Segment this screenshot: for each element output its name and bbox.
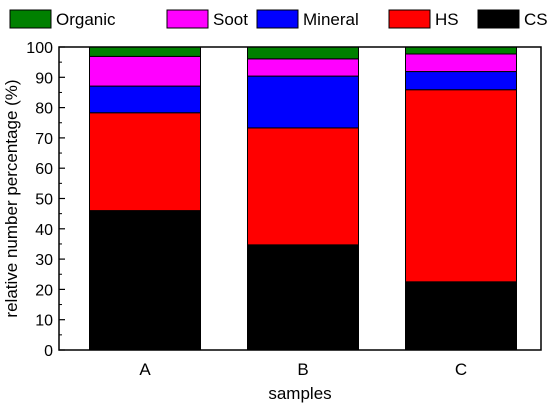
bar-a-hs	[89, 112, 201, 212]
bar-c-soot	[405, 53, 517, 73]
legend-label-cs: CS	[524, 10, 548, 29]
bar-c-hs	[405, 89, 517, 283]
y-tick-label-70: 70	[35, 131, 53, 148]
y-tick-label-80: 80	[35, 101, 53, 118]
bar-b-mineral	[247, 75, 359, 129]
bar-b-hs	[247, 127, 359, 246]
legend-swatch-organic	[9, 9, 52, 29]
legend-swatch-hs	[388, 9, 431, 29]
y-tick-label-90: 90	[35, 70, 53, 87]
bar-a-soot	[89, 55, 201, 87]
bar-c-organic	[405, 46, 517, 55]
bar-b-soot	[247, 58, 359, 77]
y-tick-label-100: 100	[26, 40, 53, 57]
legend-label-hs: HS	[435, 10, 459, 29]
x-tick-label-a: A	[139, 360, 151, 379]
y-tick-label-10: 10	[35, 313, 53, 330]
bar-c-mineral	[405, 71, 517, 91]
bar-c-cs	[405, 281, 517, 351]
x-tick-label-b: B	[297, 360, 308, 379]
x-tick-label-c: C	[455, 360, 467, 379]
bar-a-mineral	[89, 85, 201, 114]
bar-b-cs	[247, 244, 359, 351]
y-tick-label-50: 50	[35, 192, 53, 209]
legend: Organic Soot Mineral HS CS	[9, 9, 548, 29]
legend-swatch-cs	[477, 9, 520, 29]
x-axis: A B C	[139, 344, 467, 379]
y-tick-label-40: 40	[35, 222, 53, 239]
y-axis-title: relative number percentage (%)	[2, 79, 21, 317]
legend-label-mineral: Mineral	[303, 10, 359, 29]
y-tick-label-60: 60	[35, 161, 53, 178]
bar-a-cs	[89, 210, 201, 351]
x-axis-title: samples	[268, 384, 331, 403]
legend-swatch-mineral	[256, 9, 299, 29]
legend-swatch-soot	[166, 9, 209, 29]
y-tick-label-0: 0	[44, 343, 53, 360]
bar-a-organic	[89, 46, 201, 57]
y-tick-label-30: 30	[35, 252, 53, 269]
y-axis: 0 10 20 30 40 50 60 70 80 90 100	[26, 40, 65, 360]
bar-b-organic	[247, 46, 359, 60]
bars	[89, 46, 517, 351]
y-tick-label-20: 20	[35, 282, 53, 299]
legend-label-organic: Organic	[56, 10, 116, 29]
legend-label-soot: Soot	[213, 10, 248, 29]
